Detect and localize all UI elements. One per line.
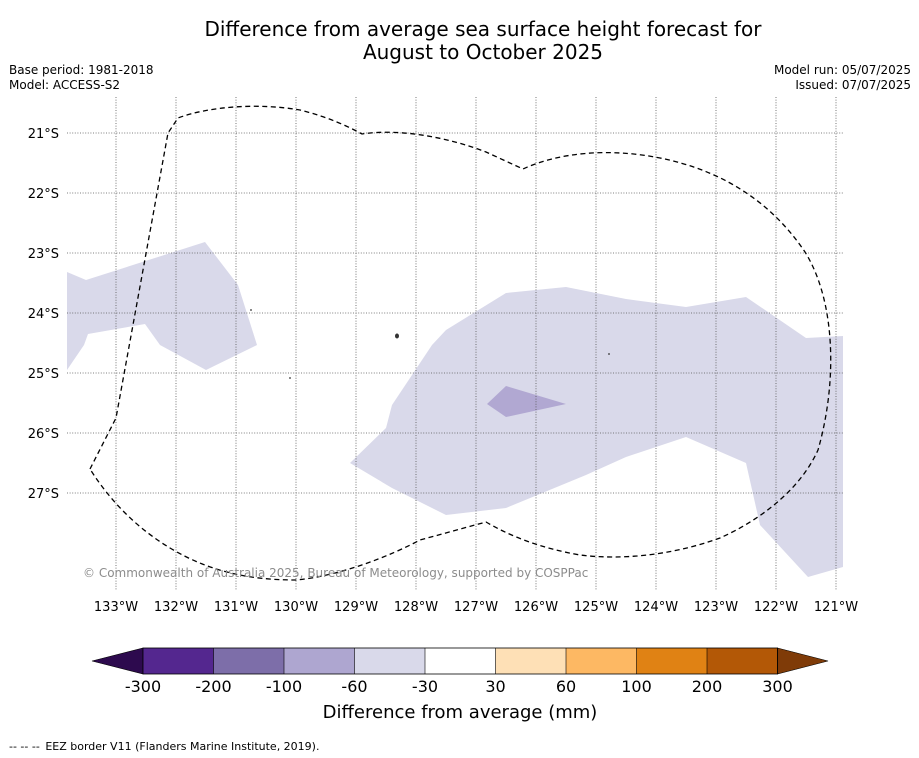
lon-label: 131°W: [214, 600, 258, 615]
copyright-text: © Commonwealth of Australia 2025, Bureau…: [83, 566, 588, 580]
lon-label: 128°W: [394, 600, 438, 615]
graticule: [67, 97, 843, 590]
issued-text: Issued: 07/07/2025: [795, 78, 911, 92]
lat-label: 26°S: [28, 427, 59, 442]
colorbar-bin: [707, 648, 778, 674]
map-title: Difference from average sea surface heig…: [0, 18, 919, 64]
colorbar-bin: [636, 648, 707, 674]
lon-label: 123°W: [694, 600, 738, 615]
colorbar: [91, 647, 829, 675]
lon-label: 122°W: [754, 600, 798, 615]
lon-label: 125°W: [574, 600, 618, 615]
lon-label: 132°W: [154, 600, 198, 615]
colorbar-bin: [354, 648, 425, 674]
colorbar-label: -300: [124, 677, 162, 696]
colorbar-bin: [495, 648, 566, 674]
lat-label: 21°S: [28, 127, 59, 142]
meta-right: Model run: 05/07/2025 Issued: 07/07/2025: [774, 63, 911, 93]
base-period-text: Base period: 1981-2018: [9, 63, 154, 77]
map-panel: © Commonwealth of Australia 2025, Bureau…: [28, 97, 858, 615]
lat-label: 22°S: [28, 187, 59, 202]
anomaly-region-central: [350, 287, 843, 577]
colorbar-label: -30: [411, 677, 439, 696]
eez-legend-dashes: -- -- --: [9, 740, 40, 753]
colorbar-label: 60: [555, 677, 577, 696]
eez-border: [89, 105, 832, 581]
colorbar-bin: [213, 648, 284, 674]
lat-label: 27°S: [28, 487, 59, 502]
colorbar-bin: [425, 648, 496, 674]
colorbar-label: -100: [265, 677, 303, 696]
colorbar-label: 300: [762, 677, 793, 696]
meta-left: Base period: 1981-2018 Model: ACCESS-S2: [9, 63, 154, 93]
lon-label: 126°W: [514, 600, 558, 615]
colorbar-bin: [566, 648, 637, 674]
lon-label: 127°W: [454, 600, 498, 615]
island-markers: [250, 309, 610, 379]
colorbar-under-arrow: [91, 647, 144, 675]
model-run-text: Model run: 05/07/2025: [773, 63, 911, 77]
colorbar-title: Difference from average (mm): [322, 702, 598, 723]
lon-label: 133°W: [94, 600, 138, 615]
map-title-line2: August to October 2025: [362, 40, 604, 64]
colorbar-over-arrow: [777, 647, 829, 675]
lon-label: 130°W: [274, 600, 318, 615]
anomaly-region-core: [487, 386, 566, 417]
map-title-line1: Difference from average sea surface heig…: [204, 17, 762, 41]
colorbar-label: -200: [195, 677, 232, 696]
lat-label: 25°S: [28, 367, 59, 382]
colorbar-label: 30: [485, 677, 506, 696]
colorbar-label: 200: [691, 677, 723, 696]
lon-label: 121°W: [814, 600, 858, 615]
lon-label: 124°W: [634, 600, 678, 615]
colorbar-label: -60: [341, 677, 368, 696]
anomaly-region-west: [67, 242, 257, 370]
lat-label: 23°S: [28, 247, 59, 262]
lon-labels: 133°W 132°W 131°W 130°W 129°W 128°W 127°…: [94, 600, 858, 615]
lat-label: 24°S: [28, 307, 59, 322]
colorbar-label: 100: [621, 677, 652, 696]
eez-legend-text: EEZ border V11 (Flanders Marine Institut…: [45, 740, 320, 753]
footnote: -- -- -- EEZ border V11 (Flanders Marine…: [9, 740, 319, 753]
lat-labels: 21°S 22°S 23°S 24°S 25°S 26°S 27°S: [28, 127, 59, 502]
lon-label: 129°W: [334, 600, 378, 615]
colorbar-bin: [284, 648, 355, 674]
colorbar-bin: [143, 648, 214, 674]
model-text: Model: ACCESS-S2: [9, 78, 121, 92]
